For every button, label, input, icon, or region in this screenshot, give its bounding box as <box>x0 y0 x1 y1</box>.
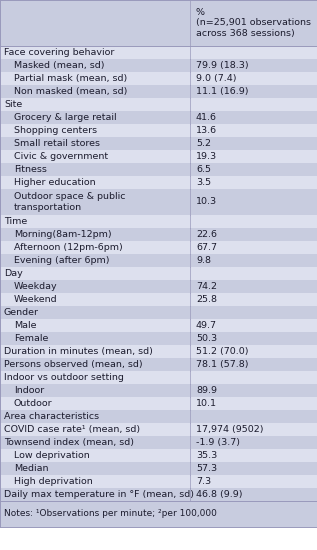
Text: COVID case rate¹ (mean, sd): COVID case rate¹ (mean, sd) <box>4 425 140 434</box>
Text: Outdoor: Outdoor <box>14 399 53 408</box>
Text: 46.8 (9.9): 46.8 (9.9) <box>196 490 243 499</box>
Text: 35.3: 35.3 <box>196 451 217 460</box>
Bar <box>0 111 317 124</box>
Text: Area characteristics: Area characteristics <box>4 412 99 421</box>
Bar <box>0 124 317 137</box>
Text: Afternoon (12pm-6pm): Afternoon (12pm-6pm) <box>14 243 123 252</box>
Text: 51.2 (70.0): 51.2 (70.0) <box>196 347 249 356</box>
Text: Duration in minutes (mean, sd): Duration in minutes (mean, sd) <box>4 347 153 356</box>
Text: 19.3: 19.3 <box>196 152 217 161</box>
Text: 11.1 (16.9): 11.1 (16.9) <box>196 87 249 96</box>
Text: 50.3: 50.3 <box>196 334 217 343</box>
Text: Daily max temperature in °F (mean, sd): Daily max temperature in °F (mean, sd) <box>4 490 194 499</box>
Text: Indoor vs outdoor setting: Indoor vs outdoor setting <box>4 373 124 382</box>
Text: 17,974 (9502): 17,974 (9502) <box>196 425 263 434</box>
Text: Civic & government: Civic & government <box>14 152 108 161</box>
Bar <box>0 98 317 111</box>
Bar <box>0 215 317 228</box>
Text: 5.2: 5.2 <box>196 139 211 148</box>
Text: Fitness: Fitness <box>14 165 47 174</box>
Text: 22.6: 22.6 <box>196 230 217 239</box>
Text: 78.1 (57.8): 78.1 (57.8) <box>196 360 249 369</box>
Text: Median: Median <box>14 464 49 473</box>
Text: 79.9 (18.3): 79.9 (18.3) <box>196 61 249 70</box>
Bar <box>0 488 317 501</box>
Bar <box>0 137 317 150</box>
Bar <box>0 293 317 306</box>
Bar <box>0 189 317 215</box>
Text: 10.1: 10.1 <box>196 399 217 408</box>
Bar <box>0 150 317 163</box>
Bar <box>0 0 317 46</box>
Text: Day: Day <box>4 269 23 278</box>
Bar <box>0 475 317 488</box>
Text: 6.5: 6.5 <box>196 165 211 174</box>
Text: 49.7: 49.7 <box>196 321 217 330</box>
Text: Masked (mean, sd): Masked (mean, sd) <box>14 61 105 70</box>
Text: -1.9 (3.7): -1.9 (3.7) <box>196 438 240 447</box>
Bar <box>0 176 317 189</box>
Bar <box>0 228 317 241</box>
Bar <box>0 46 317 59</box>
Bar <box>0 345 317 358</box>
Text: 89.9: 89.9 <box>196 386 217 395</box>
Text: Evening (after 6pm): Evening (after 6pm) <box>14 256 109 265</box>
Bar <box>0 267 317 280</box>
Bar <box>0 384 317 397</box>
Text: 67.7: 67.7 <box>196 243 217 252</box>
Text: Female: Female <box>14 334 49 343</box>
Text: Male: Male <box>14 321 36 330</box>
Text: 41.6: 41.6 <box>196 113 217 122</box>
Bar <box>0 306 317 319</box>
Text: 13.6: 13.6 <box>196 126 217 135</box>
Text: Weekend: Weekend <box>14 295 58 304</box>
Text: Indoor: Indoor <box>14 386 44 395</box>
Text: Morning(8am-12pm): Morning(8am-12pm) <box>14 230 112 239</box>
Text: Outdoor space & public
transportation: Outdoor space & public transportation <box>14 192 126 212</box>
Text: Small retail stores: Small retail stores <box>14 139 100 148</box>
Bar <box>0 163 317 176</box>
Text: 9.8: 9.8 <box>196 256 211 265</box>
Text: %
(n=25,901 observations
across 368 sessions): % (n=25,901 observations across 368 sess… <box>196 8 311 38</box>
Text: 74.2: 74.2 <box>196 282 217 291</box>
Text: Persons observed (mean, sd): Persons observed (mean, sd) <box>4 360 143 369</box>
Bar <box>0 85 317 98</box>
Text: 7.3: 7.3 <box>196 477 211 486</box>
Bar <box>0 371 317 384</box>
Text: Non masked (mean, sd): Non masked (mean, sd) <box>14 87 127 96</box>
Bar <box>0 332 317 345</box>
Text: Gender: Gender <box>4 308 39 317</box>
Text: Shopping centers: Shopping centers <box>14 126 97 135</box>
Text: 3.5: 3.5 <box>196 178 211 187</box>
Text: High deprivation: High deprivation <box>14 477 93 486</box>
Text: Higher education: Higher education <box>14 178 96 187</box>
Bar <box>0 72 317 85</box>
Bar <box>0 254 317 267</box>
Bar <box>0 410 317 423</box>
Text: 57.3: 57.3 <box>196 464 217 473</box>
Bar <box>0 397 317 410</box>
Bar <box>0 436 317 449</box>
Bar <box>0 280 317 293</box>
Text: Weekday: Weekday <box>14 282 58 291</box>
Text: Time: Time <box>4 217 27 226</box>
Bar <box>0 462 317 475</box>
Text: 25.8: 25.8 <box>196 295 217 304</box>
Bar <box>0 358 317 371</box>
Text: Townsend index (mean, sd): Townsend index (mean, sd) <box>4 438 134 447</box>
Text: Notes: ¹Observations per minute; ²per 100,000: Notes: ¹Observations per minute; ²per 10… <box>4 509 217 519</box>
Text: 10.3: 10.3 <box>196 197 217 206</box>
Text: 9.0 (7.4): 9.0 (7.4) <box>196 74 236 83</box>
Text: Grocery & large retail: Grocery & large retail <box>14 113 117 122</box>
Bar <box>0 501 317 527</box>
Text: Face covering behavior: Face covering behavior <box>4 48 114 57</box>
Text: Partial mask (mean, sd): Partial mask (mean, sd) <box>14 74 127 83</box>
Bar <box>0 319 317 332</box>
Bar <box>0 59 317 72</box>
Bar <box>0 241 317 254</box>
Text: Low deprivation: Low deprivation <box>14 451 90 460</box>
Bar <box>0 449 317 462</box>
Text: Site: Site <box>4 100 22 109</box>
Bar <box>0 423 317 436</box>
